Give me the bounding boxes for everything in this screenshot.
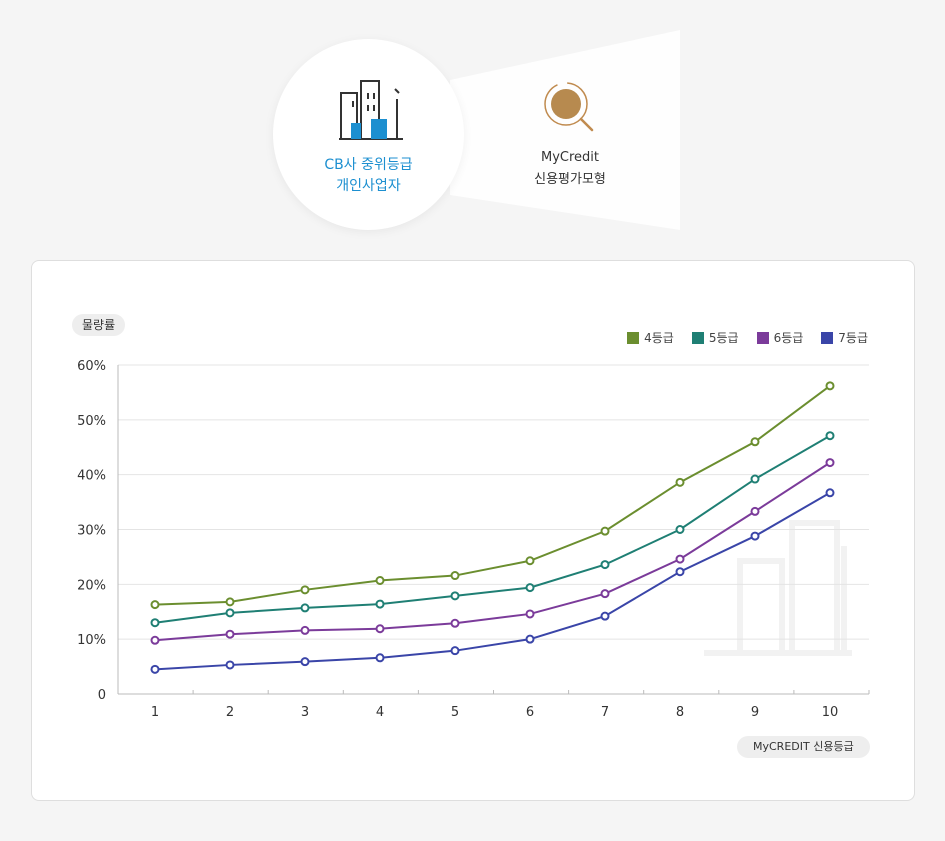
data-point — [375, 653, 385, 663]
data-point — [450, 618, 460, 628]
y-tick-label: 0 — [98, 688, 106, 703]
data-point — [150, 664, 160, 674]
data-point — [825, 431, 835, 441]
data-point — [450, 571, 460, 581]
y-tick-label: 40% — [77, 469, 106, 484]
legend-swatch — [691, 331, 704, 344]
data-point — [300, 657, 310, 667]
data-point — [600, 589, 610, 599]
data-point — [825, 381, 835, 391]
cb-circle: CB사 중위등급 개인사업자 — [273, 39, 464, 230]
data-point — [225, 629, 235, 639]
data-point — [150, 600, 160, 610]
data-point — [600, 611, 610, 621]
buildings-icon — [339, 80, 403, 140]
y-tick-label: 50% — [77, 414, 106, 429]
data-point — [450, 591, 460, 601]
chart-card: 0 10% 20% 30% 40% 50% 60% 1 2 3 4 5 6 7 8 9 10 물량률 4등급 5등… — [31, 260, 915, 801]
data-point — [825, 458, 835, 468]
data-point — [675, 477, 685, 487]
x-tick-label: 2 — [226, 705, 234, 720]
data-point — [375, 599, 385, 609]
cb-label-line1: CB사 중위등급 — [324, 157, 413, 173]
watermark-buildings-icon — [704, 520, 852, 656]
x-axis-label: MyCREDIT 신용등급 — [737, 736, 870, 758]
legend-label: 7등급 — [838, 331, 868, 345]
legend-swatch — [756, 331, 769, 344]
legend-label: 6등급 — [773, 331, 804, 345]
data-point — [600, 560, 610, 570]
y-tick-label: 60% — [77, 359, 106, 374]
series-line — [154, 461, 831, 642]
data-point — [525, 609, 535, 619]
data-point — [225, 608, 235, 618]
data-point — [450, 646, 460, 656]
data-point — [150, 635, 160, 645]
series-line — [154, 434, 831, 624]
data-point — [300, 585, 310, 595]
data-point — [525, 556, 535, 566]
legend-item: 5등급 — [691, 329, 739, 346]
spotlight-beam — [450, 30, 680, 230]
y-axis-label: 물량률 — [72, 314, 126, 336]
cb-label-line2: 개인사업자 — [336, 178, 401, 194]
x-tick-label: 6 — [526, 705, 534, 720]
data-point — [150, 618, 160, 628]
x-tick-label: 10 — [822, 705, 839, 720]
mycredit-label-line1: MyCredit — [540, 150, 599, 165]
magnifier-icon — [544, 82, 594, 132]
data-point — [750, 474, 760, 484]
legend-item: 7등급 — [821, 329, 868, 346]
legend-item: 4등급 — [627, 329, 674, 346]
legend-label: 5등급 — [708, 331, 739, 345]
data-point — [675, 525, 685, 534]
data-point — [750, 506, 760, 516]
legend-swatch — [627, 331, 640, 344]
data-point — [225, 660, 235, 670]
line-chart: 0 10% 20% 30% 40% 50% 60% 1 2 3 4 5 6 7 8 9 10 — [77, 359, 870, 720]
y-tick-label: 30% — [77, 524, 106, 539]
y-tick-label: 20% — [77, 578, 106, 593]
data-point — [825, 488, 835, 498]
x-tick-label: 3 — [301, 705, 309, 720]
x-tick-label: 5 — [451, 705, 459, 720]
y-tick-label: 10% — [77, 633, 106, 648]
x-tick-label: 7 — [601, 705, 609, 720]
data-point — [675, 554, 685, 564]
data-point — [375, 624, 385, 634]
data-point — [525, 583, 535, 593]
chart-legend: 4등급 5등급 6등급 7등급 — [627, 329, 868, 346]
mycredit-label-line2: 신용평가모형 — [534, 172, 606, 187]
data-point — [375, 575, 385, 585]
data-point — [675, 567, 685, 577]
x-tick-label: 9 — [751, 705, 759, 720]
data-point — [525, 634, 535, 644]
data-point — [600, 526, 610, 536]
data-point — [300, 625, 310, 635]
legend-label: 4등급 — [644, 331, 674, 345]
data-point — [300, 603, 310, 613]
legend-swatch — [821, 331, 834, 344]
x-tick-label: 8 — [676, 705, 684, 720]
data-point — [225, 597, 235, 607]
data-point — [750, 437, 760, 447]
data-point — [750, 531, 760, 541]
series-line — [154, 491, 831, 671]
series-line — [154, 385, 831, 606]
x-tick-label: 4 — [376, 705, 384, 720]
legend-item: 6등급 — [756, 329, 804, 346]
x-tick-label: 1 — [151, 705, 159, 720]
